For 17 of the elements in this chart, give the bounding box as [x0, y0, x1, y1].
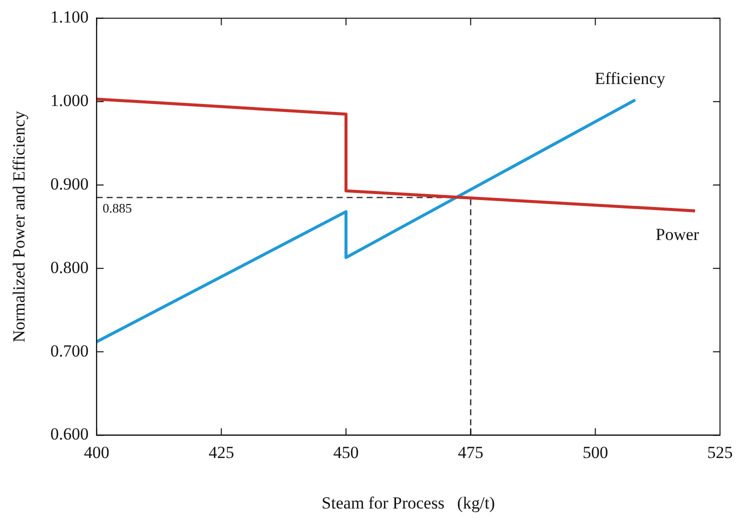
- series-label: Efficiency: [594, 68, 666, 88]
- y-tick-label: 0.800: [50, 258, 89, 277]
- y-tick-label: 1.000: [50, 91, 89, 110]
- y-tick-label: 0.600: [50, 424, 89, 444]
- x-tick-label: 450: [333, 442, 359, 462]
- x-tick-label: 525: [707, 442, 733, 462]
- x-axis-title: Steam for Process (kg/t): [322, 493, 495, 512]
- ref-line-label: 0.885: [102, 200, 132, 216]
- x-tick-label: 400: [84, 442, 110, 462]
- y-tick-label: 0.900: [50, 174, 89, 194]
- x-tick-label: 475: [458, 442, 484, 462]
- series-label: Power: [656, 224, 700, 244]
- y-tick-label: 0.700: [50, 341, 89, 360]
- y-tick-label: 1.100: [50, 8, 89, 27]
- x-tick-label: 425: [208, 442, 234, 462]
- y-axis-title: Normalized Power and Efficiency: [10, 110, 29, 342]
- x-tick-label: 500: [582, 442, 608, 462]
